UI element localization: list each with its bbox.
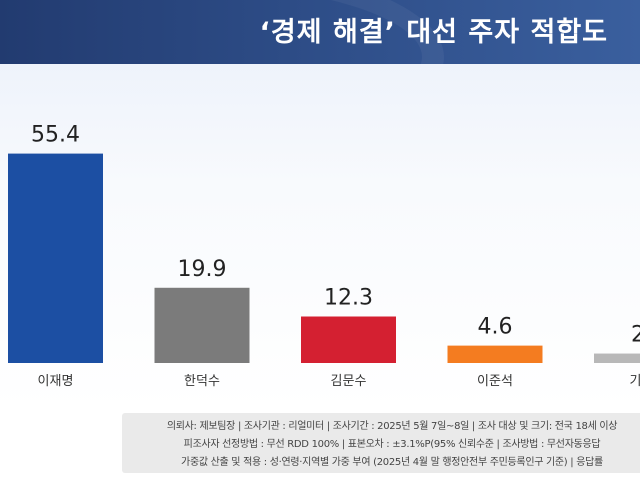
- bar-chart: 55.4 이재명 19.9 한덕수 12.3 김문수 4.6 이준석 2. 기타: [8, 123, 640, 389]
- survey-info-line-2: 피조사자 선정방법 : 무선 RDD 100% | 표본오차 : ±3.1%P(…: [183, 439, 601, 450]
- value-label-4: 4.6: [478, 315, 513, 340]
- category-label-1: 이재명: [38, 374, 74, 389]
- category-label-2: 한덕수: [184, 374, 220, 389]
- footer: 의뢰사: 제보팀장 | 조사기관 : 리얼미터 | 조사기간 : 2025년 5…: [0, 410, 640, 480]
- bar-4: [447, 345, 543, 363]
- value-label-2: 19.9: [178, 257, 227, 282]
- bar-5: [594, 353, 640, 363]
- survey-info-line-3: 가중값 산출 및 적용 : 성·연령·지역별 가중 부여 (2025년 4월 말…: [181, 457, 603, 468]
- category-label-3: 김문수: [331, 374, 367, 389]
- survey-info-box: 의뢰사: 제보팀장 | 조사기관 : 리얼미터 | 조사기간 : 2025년 5…: [122, 413, 640, 473]
- survey-info-line-1: 의뢰사: 제보팀장 | 조사기관 : 리얼미터 | 조사기간 : 2025년 5…: [166, 421, 618, 432]
- value-label-1: 55.4: [31, 123, 80, 148]
- bar-2: [154, 287, 250, 363]
- bar-3: [301, 316, 396, 363]
- category-label-4: 이준석: [477, 374, 513, 389]
- value-label-5: 2.: [631, 323, 640, 348]
- value-label-3: 12.3: [324, 286, 373, 311]
- category-label-5: 기타: [630, 374, 640, 389]
- bar-1: [8, 153, 103, 363]
- chart-title: ‘경제 해결’ 대선 주자 적합도: [259, 17, 608, 48]
- header-banner: ‘경제 해결’ 대선 주자 적합도: [0, 0, 640, 64]
